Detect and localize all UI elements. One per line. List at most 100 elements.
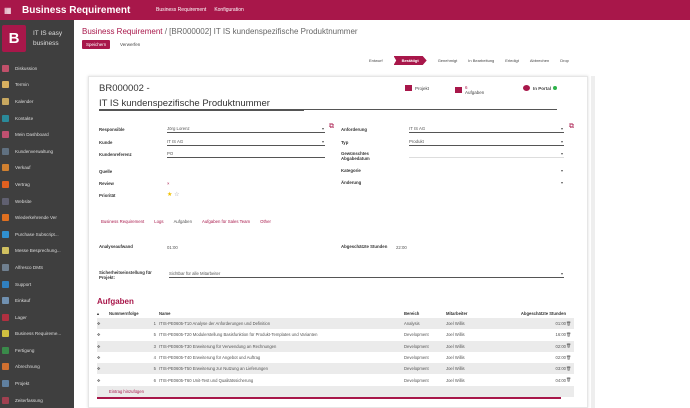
table-row[interactable]: ✥ 4 ITIS-PE0605-T40 Erweiterung für Angebo… (97, 352, 574, 363)
sidebar-item[interactable]: Messe Besprechung... (0, 243, 74, 260)
table-row[interactable]: ✥ 3 ITIS-PE0605-T30 Erweiterung für Verwen… (97, 340, 574, 352)
menu-business-requirement[interactable]: Business Requirement (156, 7, 207, 13)
sidebar-item[interactable]: Lager (0, 309, 74, 326)
changes-field[interactable]: ▾ (560, 180, 563, 185)
trash-icon[interactable]: 🗑 (566, 331, 572, 337)
status-stage[interactable]: Entwurf (369, 58, 383, 63)
sidebar-item-label: Fertigung (15, 347, 35, 353)
sidebar-item[interactable]: Diskussion (0, 60, 74, 77)
status-stage[interactable]: Genehmigt (437, 58, 458, 63)
name-cell: ITIS-PE0605-T50 Erweiterung zur Nutzung … (159, 363, 404, 375)
external-link-icon[interactable]: ⧉ (329, 123, 334, 130)
sidebar-item[interactable]: Wiederkehrende Ver (0, 209, 74, 226)
sidebar-item[interactable]: Kundenverwaltung (0, 143, 74, 160)
sidebar-item[interactable]: Mein Dashboard (0, 126, 74, 143)
globe-icon (523, 85, 530, 91)
drag-handle-icon[interactable]: ✥ (97, 332, 101, 338)
sidebar-item-label: Website (15, 198, 32, 204)
tasks-smart-button[interactable]: 6 Aufgaben (455, 85, 484, 95)
column-header[interactable]: Nummernfolge (109, 310, 139, 316)
estimated-hours-value: 22:00 (396, 245, 407, 250)
add-line-link[interactable]: Eintrag hinzufügen (109, 385, 574, 398)
due-date-field[interactable]: ▾ (409, 151, 564, 158)
sidebar-item[interactable]: Support (0, 276, 74, 293)
trash-icon[interactable]: 🗑 (566, 340, 574, 352)
portal-smart-button[interactable]: In Portal (523, 85, 558, 91)
column-header[interactable]: Name (159, 310, 171, 316)
sidebar-item[interactable]: Abrechnung (0, 359, 74, 376)
external-link-icon[interactable]: ⧉ (569, 123, 574, 130)
customer-label: Kunde (99, 140, 113, 145)
sidebar-item-label: Vertrag (15, 181, 30, 187)
analysis-value[interactable]: 01:00 (167, 245, 178, 250)
status-stage[interactable]: Drop (560, 58, 569, 63)
requested-by-field[interactable]: IT IS AG ▾ (409, 126, 564, 133)
column-header[interactable]: Bereich (404, 310, 420, 316)
apps-grid-icon[interactable]: ▦ (4, 5, 12, 15)
sequence-cell: 5 (153, 332, 156, 338)
table-row[interactable]: ✥ 1 ITIS-PE0605-T10 Analyse der Anforderun… (97, 318, 574, 330)
sidebar-item[interactable]: Kontakte (0, 110, 74, 127)
notebook-tab[interactable]: Logs (154, 219, 164, 224)
trash-icon[interactable]: 🗑 (566, 318, 574, 330)
sidebar-item[interactable]: Purchase Subscript... (0, 226, 74, 243)
trash-icon[interactable]: 🗑 (566, 363, 574, 375)
notebook-tab[interactable]: Other (260, 219, 271, 224)
drag-handle-icon[interactable]: ✥ (97, 363, 109, 375)
sidebar-item[interactable]: Projekt (0, 375, 74, 392)
sidebar-item[interactable]: Zeiterfassung (0, 392, 74, 408)
sidebar-item[interactable]: Verkauf (0, 160, 74, 177)
drag-handle-icon[interactable]: ✥ (97, 318, 109, 330)
table-row[interactable]: ✥ 5 ITIS-PE0605-T50 Erweiterung zur Nutzun… (97, 363, 574, 375)
drag-handle-icon[interactable]: ✥ (97, 377, 101, 383)
portal-label: In Portal (533, 85, 552, 91)
app-icon (2, 346, 9, 354)
status-stage[interactable]: Abbrechen (529, 58, 550, 63)
sidebar-item[interactable]: Einkauf (0, 292, 74, 309)
security-field[interactable]: Sichtbar für alle Mitarbeiter ▾ (169, 271, 564, 278)
priority-stars[interactable]: ★ ☆ (167, 191, 179, 198)
status-stage[interactable]: In Bearbeitung (468, 58, 495, 63)
customer-ref-field[interactable]: PO (167, 151, 325, 158)
tasks-count: 6 (465, 85, 468, 90)
responsible-field[interactable]: Jörg Lorenz ▾ (167, 126, 325, 133)
column-header[interactable]: Mitarbeiter (446, 310, 468, 316)
area-cell: Analysis (404, 318, 446, 330)
customer-ref-label: Kundenreferenz (99, 152, 132, 157)
drag-handle-icon[interactable]: ✥ (97, 340, 109, 352)
sidebar-item[interactable]: Website (0, 193, 74, 210)
status-stage[interactable]: Bestätigt (393, 56, 427, 65)
sidebar-item[interactable]: Alfresco DMS (0, 259, 74, 276)
sidebar-item[interactable]: Vertrag (0, 176, 74, 193)
notebook-tab[interactable]: Aufgaben für Sales Team (201, 219, 251, 224)
sidebar-item[interactable]: Fertigung (0, 342, 74, 359)
column-header[interactable]: Abgeschätzte Stunden (520, 310, 566, 316)
project-smart-button[interactable]: Projekt (405, 85, 429, 91)
employee-cell: Joel Willis (446, 377, 465, 383)
type-field[interactable]: Produkt ▾ (409, 139, 564, 146)
trash-icon[interactable]: 🗑 (566, 354, 572, 360)
sort-icon[interactable]: ▴ (97, 310, 100, 316)
app-icon (2, 81, 9, 89)
project-label: Projekt (415, 85, 430, 91)
category-field[interactable]: ▾ (560, 168, 563, 173)
notebook-tab[interactable]: Aufgaben (173, 219, 192, 224)
table-row[interactable]: ✥ 5 ITIS-PE0605-T20 Modulerstellung Basisf… (97, 329, 574, 340)
trash-icon[interactable]: 🗑 (566, 377, 572, 383)
sidebar-item[interactable]: Business Requireme... (0, 326, 74, 343)
menu-configuration[interactable]: Konfiguration (214, 7, 244, 13)
record-title[interactable]: IT IS kundenspezifische Produktnummer (99, 98, 304, 111)
breadcrumb-parent[interactable]: Business Requirement (82, 27, 163, 36)
customer-field[interactable]: IT IS AG ▾ (167, 139, 325, 146)
discard-button[interactable]: Verwerfen (120, 42, 141, 47)
status-stage[interactable]: Erledigt (505, 58, 519, 63)
save-button[interactable]: Speichern (82, 40, 111, 49)
status-bar: Entwurf Bestätigt Genehmigt In Bearbeitung E… (369, 56, 580, 65)
sidebar-item[interactable]: Kalender (0, 93, 74, 110)
table-row[interactable]: ✥ 6 ITIS-PE0605-T60 Unit-Test und Qualität… (97, 374, 574, 385)
source-label: Quelle (99, 169, 113, 174)
sidebar-item[interactable]: Termin (0, 77, 74, 94)
drag-handle-icon[interactable]: ✥ (97, 355, 101, 361)
employee-cell: Joel Willis (446, 363, 500, 375)
notebook-tab[interactable]: Business Requirement (101, 219, 145, 224)
